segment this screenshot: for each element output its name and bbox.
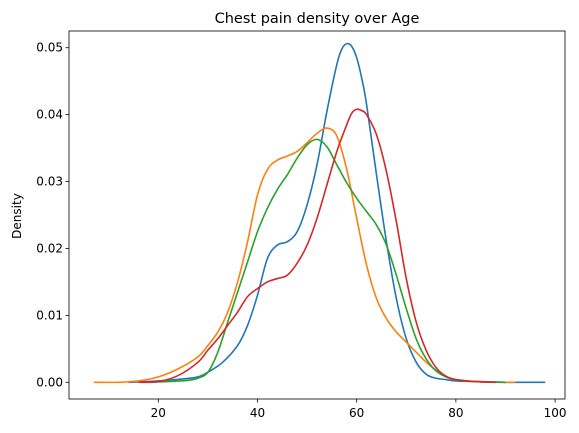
y-tick-label: 0.02 bbox=[36, 241, 63, 255]
y-tick-label: 0.03 bbox=[36, 175, 63, 189]
series-layer bbox=[93, 42, 546, 384]
x-tick-label: 20 bbox=[151, 406, 166, 420]
x-tick-label: 80 bbox=[448, 406, 463, 420]
series-line-1 bbox=[128, 42, 546, 384]
y-tick-label: 0.01 bbox=[36, 308, 63, 322]
x-tick-label: 40 bbox=[250, 406, 265, 420]
x-axis-ticks: 20 40 60 80 100 bbox=[151, 399, 567, 420]
series-line-4 bbox=[138, 108, 496, 384]
y-tick-label: 0.00 bbox=[36, 375, 63, 389]
y-tick-label: 0.05 bbox=[36, 41, 63, 55]
chart-title: Chest pain density over Age bbox=[215, 11, 420, 27]
series-line-3 bbox=[148, 138, 506, 384]
x-tick-label: 60 bbox=[349, 406, 364, 420]
y-axis-label: Density bbox=[10, 193, 24, 239]
x-tick-label: 100 bbox=[544, 406, 567, 420]
plot-frame bbox=[68, 30, 566, 400]
y-tick-label: 0.04 bbox=[36, 108, 63, 122]
y-axis-ticks: 0.00 0.01 0.02 0.03 0.04 0.05 bbox=[36, 41, 69, 389]
plot-area bbox=[93, 42, 546, 384]
series-line-2 bbox=[93, 127, 516, 384]
